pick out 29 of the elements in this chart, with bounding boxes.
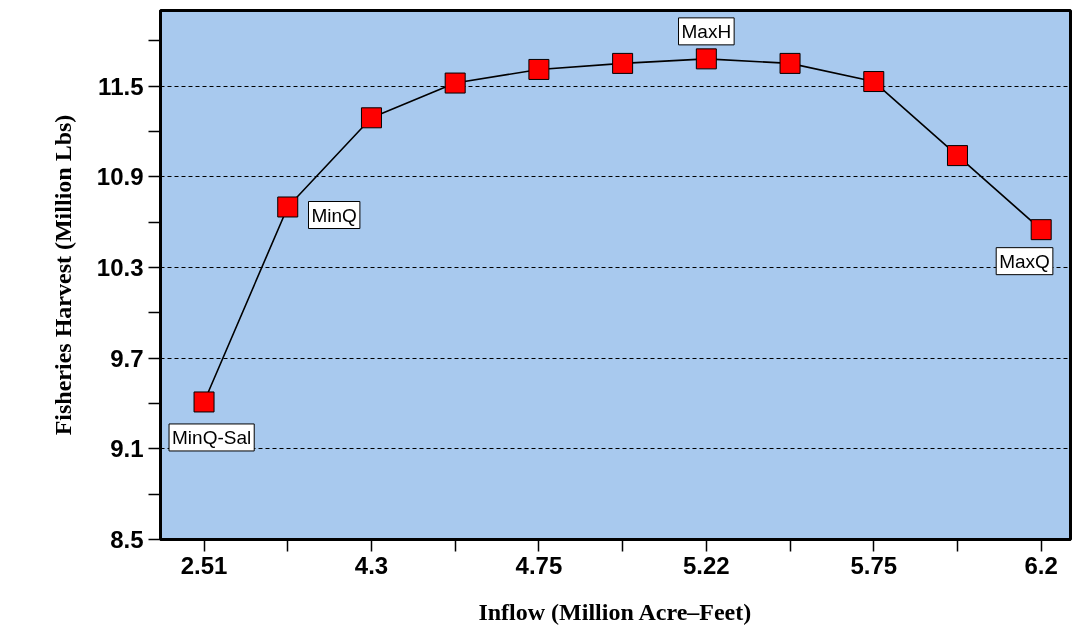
point xyxy=(612,52,634,74)
point xyxy=(695,48,717,70)
y-tick-label: 8.5 xyxy=(110,526,144,553)
point xyxy=(193,391,215,413)
x-tick-label: 5.75 xyxy=(850,551,898,579)
point xyxy=(360,107,382,129)
point xyxy=(946,145,968,167)
point xyxy=(779,52,801,74)
annotation: MinQ xyxy=(311,204,357,226)
y-tick-label: 9.1 xyxy=(110,435,144,463)
x-tick-label: 6.2 xyxy=(1024,551,1058,579)
point xyxy=(863,71,885,93)
x-tick-label: 4.75 xyxy=(515,551,563,579)
point xyxy=(528,58,550,80)
y-tick-label: 9.7 xyxy=(110,344,144,372)
x-axis-title: Inflow (Million Acre–Feet) xyxy=(478,598,752,625)
y-tick-label: 11.5 xyxy=(98,72,144,100)
annotation: MaxH xyxy=(681,20,732,42)
point xyxy=(1030,219,1052,241)
point xyxy=(277,196,299,218)
point xyxy=(444,72,466,94)
y-axis-title: Fisheries Harvest (Million Lbs) xyxy=(49,114,76,436)
annotation: MinQ-Sal xyxy=(172,426,252,448)
x-tick-label: 5.22 xyxy=(682,551,730,579)
y-tick-label: 10.3 xyxy=(96,253,144,281)
x-tick-label: 2.51 xyxy=(180,551,228,579)
y-tick-label: 10.9 xyxy=(96,163,144,191)
annotation: MaxQ xyxy=(999,250,1050,272)
x-tick-label: 4.3 xyxy=(354,551,389,579)
